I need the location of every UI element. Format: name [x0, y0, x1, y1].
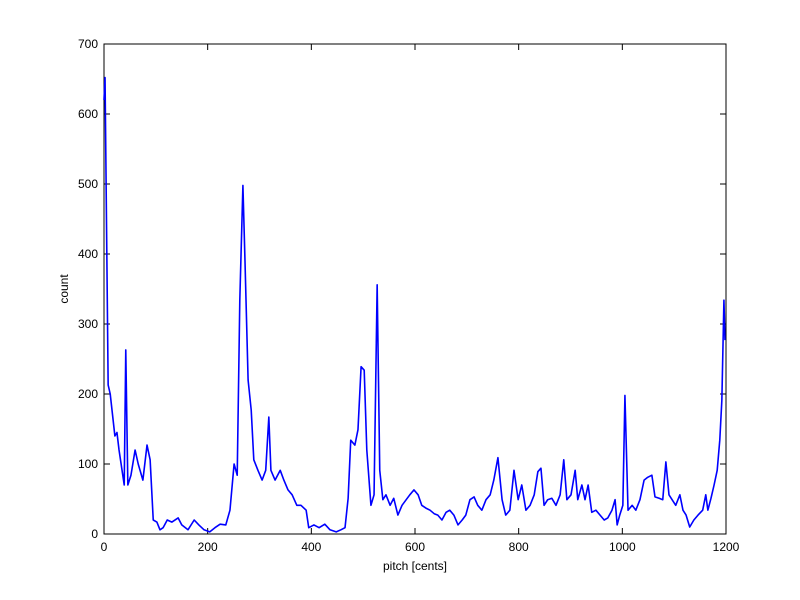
y-tick-label: 0	[91, 527, 98, 541]
x-tick-label: 800	[509, 540, 529, 554]
data-line	[103, 76, 726, 533]
y-axis-label: count	[57, 274, 71, 304]
y-tick-label: 400	[78, 247, 98, 261]
x-tick-label: 400	[301, 540, 321, 554]
y-tick-label: 700	[78, 37, 98, 51]
x-tick-label: 0	[101, 540, 108, 554]
x-tick-label: 1000	[609, 540, 636, 554]
y-tick-label: 300	[78, 317, 98, 331]
y-tick-label: 200	[78, 387, 98, 401]
y-tick-label: 100	[78, 457, 98, 471]
x-tick-label: 1200	[713, 540, 740, 554]
plot-area	[103, 43, 727, 535]
x-tick-label: 600	[405, 540, 425, 554]
x-tick-label: 200	[198, 540, 218, 554]
x-axis-label: pitch [cents]	[383, 559, 447, 573]
y-tick-label: 500	[78, 177, 98, 191]
y-tick-label: 600	[78, 107, 98, 121]
